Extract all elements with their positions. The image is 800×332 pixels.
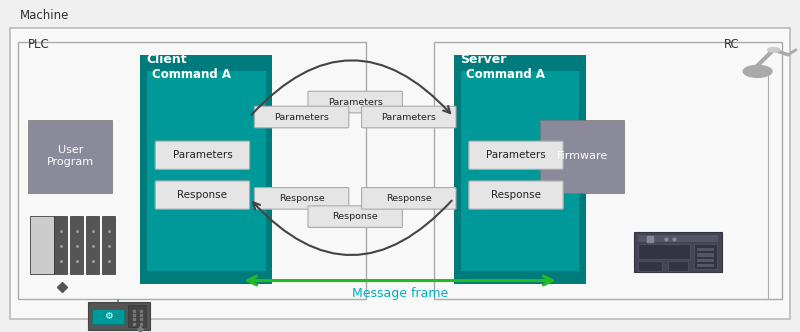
Bar: [694, 244, 717, 269]
Bar: [668, 261, 688, 271]
FancyArrowPatch shape: [253, 201, 452, 255]
Bar: [434, 42, 782, 299]
Bar: [140, 55, 272, 284]
Bar: [18, 42, 366, 299]
Bar: [638, 235, 718, 242]
Text: Message frame: Message frame: [352, 287, 448, 300]
FancyBboxPatch shape: [362, 106, 456, 128]
Bar: [697, 264, 714, 267]
Bar: [70, 216, 83, 274]
Text: Parameters: Parameters: [382, 113, 436, 122]
Text: RC: RC: [724, 39, 740, 51]
Text: Parameters: Parameters: [274, 113, 329, 122]
Bar: [454, 55, 586, 284]
FancyArrowPatch shape: [251, 60, 450, 115]
Text: PLC: PLC: [28, 39, 50, 51]
FancyBboxPatch shape: [155, 141, 250, 169]
Text: ⚙: ⚙: [104, 311, 112, 321]
Bar: [147, 71, 266, 271]
Bar: [540, 120, 624, 193]
Text: Response: Response: [332, 212, 378, 221]
Bar: [28, 120, 112, 193]
Bar: [86, 216, 99, 274]
FancyBboxPatch shape: [308, 206, 402, 227]
Text: Client: Client: [146, 53, 187, 66]
Bar: [10, 28, 790, 319]
Text: Parameters: Parameters: [486, 150, 546, 160]
Circle shape: [767, 47, 780, 52]
Bar: [697, 248, 714, 251]
Text: Response: Response: [491, 190, 541, 200]
Text: Response: Response: [386, 194, 432, 203]
Text: User
Program: User Program: [47, 145, 94, 167]
Text: Response: Response: [278, 194, 325, 203]
FancyBboxPatch shape: [469, 141, 563, 169]
Text: Command A: Command A: [466, 68, 545, 81]
Bar: [54, 216, 67, 274]
Bar: [634, 232, 722, 272]
Bar: [638, 261, 662, 271]
Text: Parameters: Parameters: [328, 98, 382, 107]
FancyBboxPatch shape: [254, 188, 349, 209]
Circle shape: [743, 65, 772, 77]
Bar: [128, 305, 146, 327]
FancyBboxPatch shape: [155, 181, 250, 209]
Bar: [638, 244, 690, 259]
FancyBboxPatch shape: [362, 188, 456, 209]
Bar: [102, 216, 115, 274]
Bar: [92, 309, 124, 324]
Bar: [697, 253, 714, 257]
Text: Command A: Command A: [152, 68, 231, 81]
Text: Parameters: Parameters: [173, 150, 232, 160]
Bar: [461, 71, 579, 271]
Text: Firmware: Firmware: [557, 151, 608, 161]
FancyBboxPatch shape: [469, 181, 563, 209]
FancyBboxPatch shape: [308, 91, 402, 113]
FancyBboxPatch shape: [254, 106, 349, 128]
Bar: [697, 259, 714, 262]
Bar: [88, 302, 150, 330]
Text: Server: Server: [460, 53, 506, 66]
Bar: [30, 216, 54, 274]
Text: Response: Response: [178, 190, 227, 200]
Text: Machine: Machine: [20, 9, 70, 22]
